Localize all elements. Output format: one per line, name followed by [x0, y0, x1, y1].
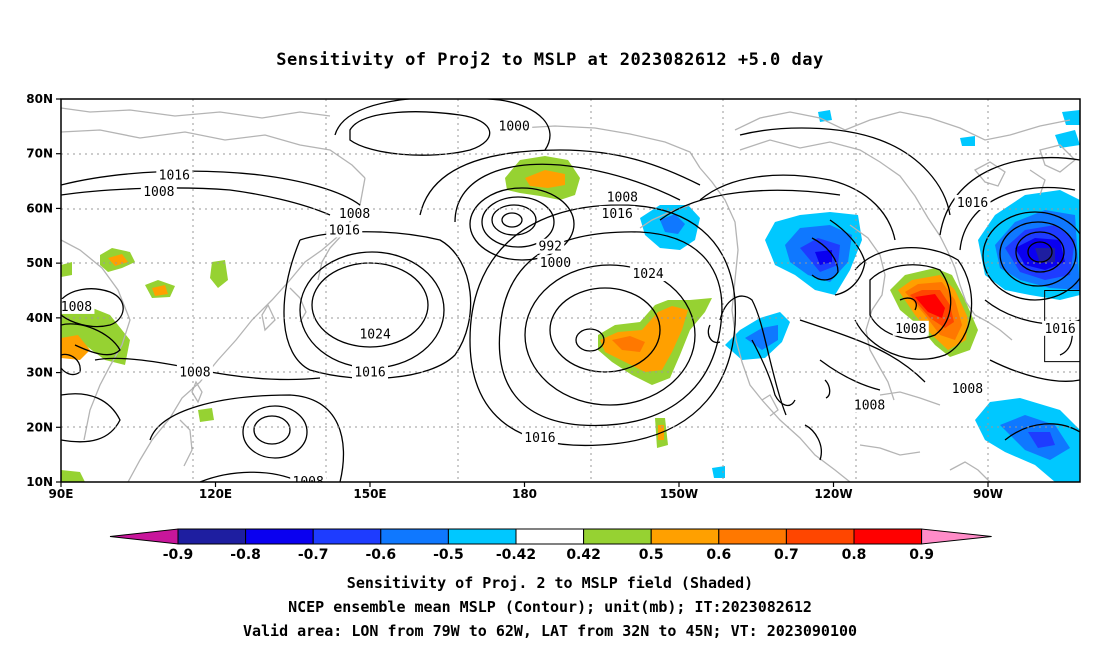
contour-label: 1008: [293, 475, 324, 490]
colorbar-label: -0.9: [163, 547, 194, 563]
colorbar-bin: [515, 528, 585, 545]
lon-label: 90W: [973, 487, 1003, 501]
contour-label-bg: [599, 205, 636, 221]
contour-label: 1008: [179, 366, 210, 381]
contour-label-bg: [537, 255, 574, 271]
contour-label: 1008: [607, 190, 638, 205]
contour-label-bg: [851, 397, 888, 413]
contour-label-bg: [352, 364, 388, 380]
contour-label: 1016: [602, 207, 633, 222]
contour-label-bg: [176, 364, 213, 380]
colorbar: -0.9 -0.8 -0.7 -0.6 -0.5 -0.42 0.42 0.5 0.6 0.7 0.…: [109, 528, 992, 563]
contour-label: 1000: [499, 119, 530, 134]
lon-label: 150W: [660, 487, 698, 501]
lon-label: 180: [512, 487, 537, 501]
lat-label: 40N: [26, 311, 53, 325]
contour-label-bg: [336, 205, 373, 221]
colorbar-bin: [853, 528, 923, 545]
contour-label-bg: [536, 238, 565, 254]
contour-label: 1016: [354, 366, 385, 381]
contour-label: 1008: [952, 382, 983, 397]
contour-label-bg: [630, 266, 667, 282]
grid-lines: [61, 99, 1080, 482]
caption-line-3: Valid area: LON from 79W to 62W, LAT fro…: [242, 622, 858, 640]
lat-label: 70N: [26, 147, 53, 161]
lon-label: 150E: [353, 487, 386, 501]
lon-label: 120E: [199, 487, 232, 501]
contour-label: 1008: [339, 207, 370, 222]
colorbar-bin: [718, 528, 787, 545]
contour-label: 1024: [359, 327, 390, 342]
colorbar-label: 0.6: [706, 547, 731, 563]
contour-label: 1016: [329, 223, 360, 238]
contour-label-bg: [496, 118, 533, 134]
colorbar-bin: [583, 528, 652, 545]
contour-label-bg: [1042, 320, 1079, 336]
contour-label-bg: [521, 430, 558, 446]
sensitivity-shading: [61, 110, 1080, 482]
contour-label: 1024: [632, 267, 663, 282]
colorbar-bin: [650, 528, 720, 545]
contour-label-bg: [140, 184, 177, 200]
contour-label: 1000: [540, 256, 571, 271]
lat-label: 80N: [26, 92, 53, 106]
contour-label: 1016: [524, 431, 555, 446]
contour-label-bg: [290, 474, 327, 482]
lat-label: 10N: [26, 475, 53, 489]
colorbar-label: 0.42: [566, 547, 601, 563]
colorbar-bin: [785, 528, 855, 545]
contour-label: 1016: [159, 169, 190, 184]
colorbar-label: -0.8: [230, 547, 261, 563]
lat-label: 20N: [26, 420, 53, 434]
contour-label: 1016: [957, 196, 988, 211]
contour-label: 1008: [854, 398, 885, 413]
contour-label-bg: [357, 326, 394, 342]
colorbar-label: -0.7: [298, 547, 329, 563]
colorbar-bin: [380, 528, 449, 545]
lon-label: 90E: [49, 487, 74, 501]
colorbar-label: 0.8: [842, 547, 867, 563]
colorbar-bin: [447, 528, 517, 545]
mslp-contours: [61, 99, 1080, 482]
contour-label: 1008: [61, 300, 92, 315]
caption-line-2: NCEP ensemble mean MSLP (Contour); unit(…: [288, 598, 812, 616]
contour-label: 992: [539, 240, 562, 255]
lon-label: 120W: [814, 487, 852, 501]
colorbar-low-triangle: [109, 528, 179, 545]
contour-label: 1008: [895, 322, 926, 337]
contour-label-bg: [604, 189, 641, 205]
contour-label-bg: [949, 380, 986, 396]
colorbar-label: 0.9: [909, 547, 934, 563]
contour-label: 1008: [143, 185, 174, 200]
colorbar-bin: [177, 528, 247, 545]
map-frame: [60, 98, 1081, 483]
contour-label-bg: [156, 167, 193, 183]
map-title: Sensitivity of Proj2 to MSLP at 20230826…: [276, 50, 824, 70]
contour-label-bg: [954, 194, 991, 210]
colorbar-bin: [245, 528, 314, 545]
lat-label: 30N: [26, 366, 53, 380]
colorbar-label: -0.6: [365, 547, 396, 563]
contour-labels: 1000100810161008100810161008101610169921…: [61, 118, 1079, 490]
lat-label: 60N: [26, 201, 53, 215]
colorbar-label: -0.5: [433, 547, 464, 563]
contour-label-bg: [326, 222, 363, 238]
colorbar-label: -0.42: [496, 547, 536, 563]
caption-line-1: Sensitivity of Proj. 2 to MSLP field (Sh…: [346, 574, 754, 592]
contour-label-bg: [892, 320, 929, 336]
contour-label-bg: [61, 298, 95, 314]
colorbar-high-triangle: [921, 528, 992, 545]
colorbar-label: 0.5: [639, 547, 664, 563]
lat-label: 50N: [26, 256, 53, 270]
contour-label: 1016: [1044, 322, 1075, 337]
colorbar-label: 0.7: [774, 547, 799, 563]
colorbar-bin: [312, 528, 382, 545]
